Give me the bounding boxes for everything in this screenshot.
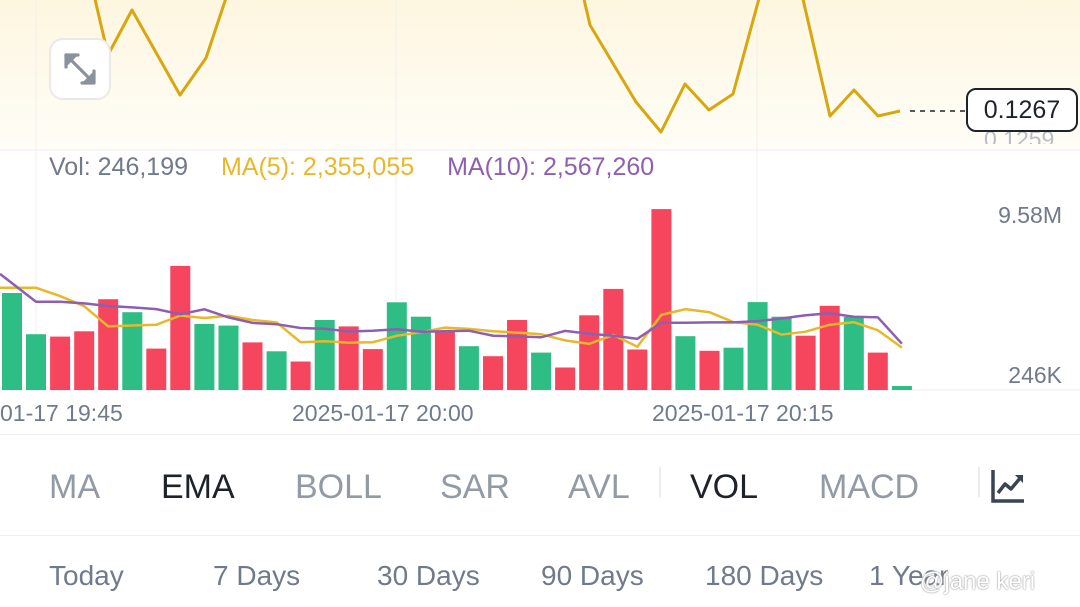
time-label: 01-17 19:45 — [0, 400, 123, 426]
chart-svg — [0, 0, 1080, 391]
volume-bar — [819, 305, 840, 390]
volume-bar — [338, 326, 359, 390]
volume-bar — [603, 288, 624, 390]
volume-axis-min: 246K — [1008, 362, 1062, 388]
volume-bar — [290, 361, 311, 390]
volume-bar — [362, 349, 383, 390]
ma5-line — [0, 286, 903, 349]
volume-bar — [194, 324, 215, 390]
tab-vol[interactable]: VOL — [690, 468, 759, 506]
volume-bar — [795, 335, 816, 390]
volume-bar — [26, 334, 46, 390]
ma5-value: MA(5): 2,355,055 — [220, 153, 415, 181]
chart-settings-icon[interactable] — [990, 468, 1026, 504]
volume-bar — [699, 350, 720, 390]
volume-bar — [507, 320, 527, 390]
volume-bar — [434, 331, 455, 390]
volume-bar — [579, 315, 600, 390]
volume-bar — [242, 342, 263, 390]
volume-bars — [2, 209, 912, 390]
period-30-days[interactable]: 30 Days — [377, 560, 480, 591]
volume-bar — [771, 316, 792, 390]
volume-bar — [218, 325, 239, 390]
volume-bar — [483, 356, 503, 390]
volume-bar — [747, 302, 768, 390]
tab-ema[interactable]: EMA — [161, 468, 235, 506]
tab-group-divider — [978, 467, 980, 497]
volume-legend: Vol: 246,199 MA(5): 2,355,055 MA(10): 2,… — [49, 153, 680, 182]
volume-bar — [555, 367, 576, 390]
volume-bar — [410, 316, 431, 390]
divider — [0, 535, 1080, 536]
volume-bar — [675, 336, 696, 390]
current-price-tag[interactable]: 0.1267 — [966, 88, 1078, 132]
expand-button[interactable] — [49, 38, 111, 100]
volume-bar — [651, 209, 672, 390]
price-line — [93, 0, 901, 134]
ma10-line — [0, 272, 903, 345]
divider — [0, 434, 1080, 435]
time-label: 2025-01-17 20:00 — [292, 400, 474, 426]
volume-bar — [266, 351, 287, 390]
period-180-days[interactable]: 180 Days — [705, 560, 824, 591]
ma10-value: MA(10): 2,567,260 — [447, 153, 655, 181]
volume-bar — [122, 312, 143, 390]
volume-bar — [314, 320, 335, 390]
volume-bar — [74, 331, 95, 390]
volume-bar — [843, 316, 864, 390]
volume-bar — [50, 336, 71, 390]
volume-bar — [458, 346, 479, 390]
period-today[interactable]: Today — [49, 560, 124, 591]
price-chart-area[interactable] — [0, 0, 1080, 150]
volume-bar — [891, 386, 912, 390]
tab-ma[interactable]: MA — [49, 468, 100, 506]
period-1-year[interactable]: 1 Year — [869, 560, 949, 591]
tab-avl[interactable]: AVL — [568, 468, 630, 506]
tab-macd[interactable]: MACD — [819, 468, 920, 506]
tab-sar[interactable]: SAR — [440, 468, 510, 506]
period-7-days[interactable]: 7 Days — [213, 560, 301, 591]
period-90-days[interactable]: 90 Days — [541, 560, 644, 591]
tab-boll[interactable]: BOLL — [295, 468, 382, 506]
time-label: 2025-01-17 20:15 — [652, 400, 834, 426]
volume-bar — [723, 347, 744, 390]
volume-bar — [627, 349, 648, 390]
volume-bar — [2, 293, 22, 390]
vol-value: Vol: 246,199 — [49, 153, 189, 181]
volume-bar — [531, 352, 552, 390]
volume-bar — [867, 352, 888, 390]
volume-bar — [98, 299, 119, 390]
volume-bar — [386, 302, 407, 390]
volume-bar — [146, 348, 167, 390]
volume-axis-max: 9.58M — [998, 202, 1062, 228]
tab-group-divider — [659, 467, 661, 497]
expand-arrows-icon — [64, 53, 96, 85]
watermark: @jane keri — [920, 568, 1036, 595]
volume-bar — [170, 265, 191, 390]
